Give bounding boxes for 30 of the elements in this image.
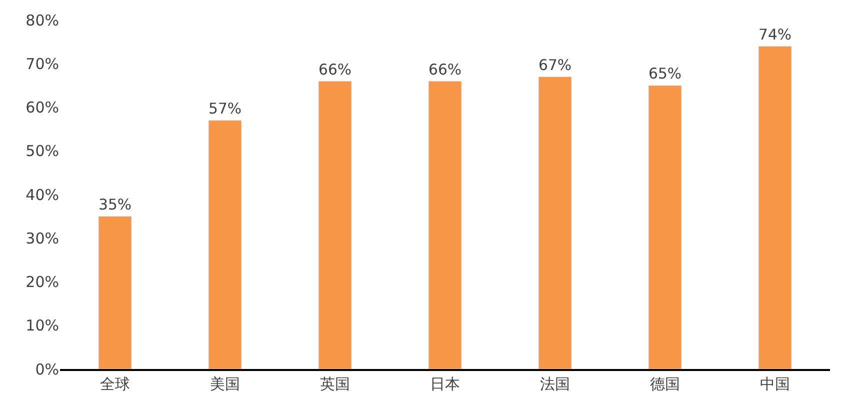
data-label: 67% <box>538 57 572 74</box>
x-tick-label: 美国 <box>210 374 240 393</box>
data-label: 66% <box>428 61 462 78</box>
x-tick-label: 英国 <box>320 374 350 393</box>
data-label: 66% <box>318 61 352 78</box>
data-label: 35% <box>98 196 132 214</box>
y-tick-label: 50% <box>26 142 59 160</box>
y-tick-label: 70% <box>26 54 59 73</box>
data-label: 57% <box>208 100 242 118</box>
data-label: 65% <box>648 66 682 83</box>
x-tick-label: 法国 <box>540 374 570 393</box>
bar <box>318 80 352 369</box>
bar <box>758 46 792 369</box>
x-tick-label: 全球 <box>100 374 130 393</box>
y-tick-label: 60% <box>26 98 59 116</box>
data-label: 74% <box>758 26 792 44</box>
x-tick-label: 中国 <box>760 374 790 393</box>
bar <box>428 80 462 369</box>
y-tick-label: 40% <box>26 186 59 204</box>
bar <box>98 216 132 369</box>
y-tick-label: 30% <box>26 229 59 248</box>
x-tick-label: 德国 <box>650 374 680 393</box>
y-tick-label: 80% <box>26 11 59 30</box>
bar <box>208 120 242 369</box>
bar <box>538 76 572 369</box>
y-tick-label: 20% <box>26 273 59 291</box>
x-tick-label: 日本 <box>430 374 460 393</box>
y-tick-label: 10% <box>26 316 59 335</box>
y-tick-label: 0% <box>35 360 59 378</box>
bar <box>648 85 682 369</box>
